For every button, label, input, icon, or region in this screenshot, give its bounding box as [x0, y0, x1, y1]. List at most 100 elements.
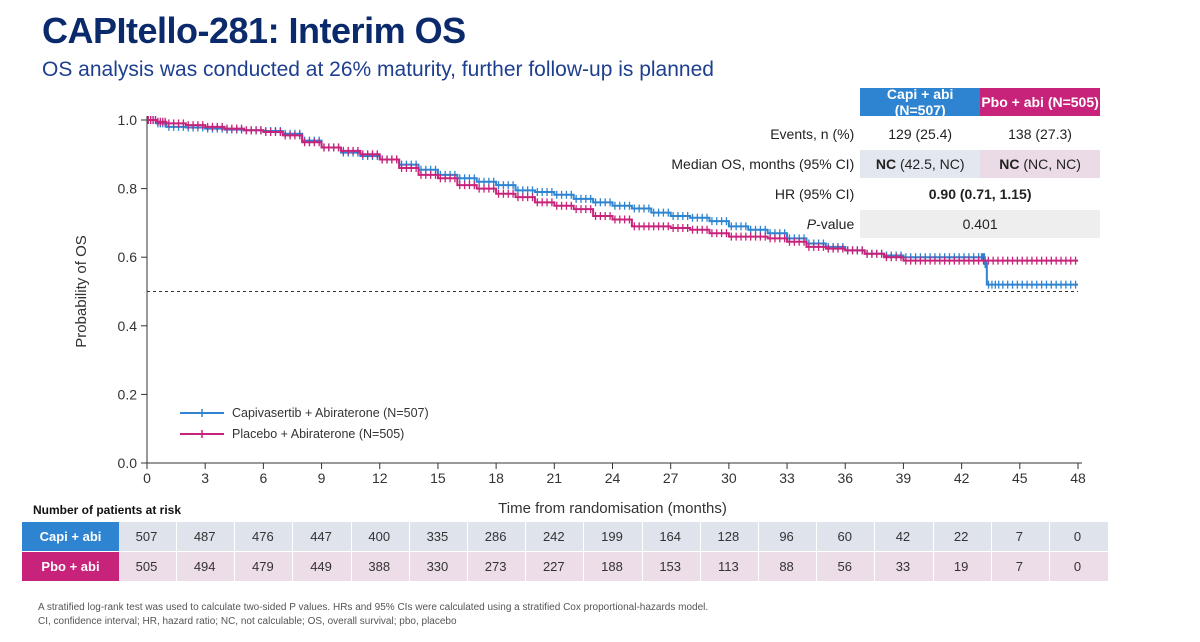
risk-cell: 505	[135, 559, 158, 574]
risk-cell-divider	[816, 522, 818, 551]
header-pbo: Pbo + abi (N=505)	[980, 88, 1100, 116]
p-label: P-value	[640, 216, 860, 232]
x-tick-label: 45	[1012, 470, 1028, 486]
risk-cell-divider	[583, 552, 585, 581]
risk-cell: 400	[368, 529, 391, 544]
risk-cell-divider	[350, 552, 352, 581]
risk-table-title: Number of patients at risk	[33, 503, 182, 517]
risk-cell-divider	[932, 552, 934, 581]
risk-cell: 199	[601, 529, 623, 544]
p-label-italic: P	[806, 216, 817, 232]
risk-cell-divider	[874, 522, 876, 551]
x-tick-label: 48	[1070, 470, 1086, 486]
risk-cell-divider	[525, 552, 527, 581]
risk-cell: 128	[717, 529, 740, 544]
hr-value: 0.90 (0.71, 1.15)	[928, 186, 1032, 202]
x-tick-label: 6	[259, 470, 267, 486]
risk-cell-divider	[234, 522, 236, 551]
risk-cell-divider	[1048, 552, 1050, 581]
x-tick-label: 9	[318, 470, 326, 486]
risk-cell: 0	[1073, 559, 1082, 574]
risk-cell: 0	[1073, 529, 1082, 544]
y-tick-label: 0.0	[118, 455, 138, 471]
y-tick-label: 0.6	[118, 249, 138, 265]
median-label: Median OS, months (95% CI)	[671, 156, 855, 172]
risk-cell-divider	[176, 552, 178, 581]
y-tick-label: 0.8	[118, 181, 138, 197]
risk-cell-divider	[292, 522, 294, 551]
risk-cell-divider	[176, 522, 178, 551]
risk-cell: 56	[837, 559, 852, 574]
risk-cell-divider	[583, 522, 585, 551]
p-value: 0.401	[860, 210, 1100, 238]
x-tick-label: 27	[663, 470, 679, 486]
risk-cell-divider	[699, 552, 701, 581]
x-tick-label: 18	[488, 470, 504, 486]
risk-cell-divider	[641, 522, 643, 551]
x-tick-label: 39	[896, 470, 912, 486]
risk-row-label: Pbo + abi	[22, 552, 119, 581]
x-tick-label: 0	[143, 470, 151, 486]
risk-cell: 113	[718, 559, 739, 574]
risk-cell: 164	[659, 529, 682, 544]
risk-cell: 487	[193, 529, 216, 544]
risk-row-pbo: Pbo + abi 505 494 479 449 388 330 273 227 188 153…	[22, 552, 1108, 581]
risk-cell-divider	[408, 552, 410, 581]
risk-cell: 42	[895, 529, 911, 544]
x-tick-label: 21	[547, 470, 563, 486]
risk-cell: 188	[601, 559, 623, 574]
risk-row-cells: 507 487 476 447 400 335 286 242 199 164 128 96 60 42 2…	[119, 522, 1108, 551]
risk-cell-divider	[1048, 522, 1050, 551]
risk-row-capi: Capi + abi 507 487 476 447 400 335 286 242 199 16…	[22, 522, 1108, 551]
risk-cell: 494	[193, 559, 216, 574]
risk-cell: 242	[542, 529, 565, 544]
hr-label: HR (95% CI)	[774, 186, 855, 202]
events-pbo: 138 (27.3)	[1008, 126, 1072, 142]
risk-cell-divider	[641, 552, 643, 581]
risk-cell: 335	[426, 529, 449, 544]
risk-cell: 227	[542, 559, 565, 574]
risk-cell: 476	[252, 529, 274, 544]
risk-cell: 507	[135, 529, 158, 544]
risk-cell-divider	[932, 522, 934, 551]
events-capi: 129 (25.4)	[888, 126, 953, 142]
x-tick-label: 42	[954, 470, 970, 486]
risk-cell-divider	[699, 522, 701, 551]
median-capi: NC (42.5, NC)	[860, 150, 981, 178]
risk-cell: 60	[837, 529, 852, 544]
risk-cell: 7	[1015, 529, 1023, 544]
page-title: CAPItello-281: Interim OS	[42, 10, 466, 51]
km-curve-pbo	[147, 119, 1078, 262]
risk-cell: 7	[1015, 559, 1023, 574]
median-capi-ci: (42.5, NC)	[896, 156, 965, 172]
risk-cell: 479	[252, 559, 274, 574]
risk-cell-divider	[757, 522, 759, 551]
risk-cell-divider	[408, 522, 410, 551]
stats-table: Capi + abi (N=507) Pbo + abi (N=505) Eve…	[640, 86, 1100, 240]
risk-row-cells: 505 494 479 449 388 330 273 227 188 153 113 88 56 33 1…	[119, 552, 1108, 581]
risk-cell-divider	[816, 552, 818, 581]
risk-cell: 153	[659, 559, 682, 574]
y-axis-title: Probability of OS	[73, 235, 90, 348]
footnote-abbreviations: CI, confidence interval; HR, hazard rati…	[38, 616, 457, 627]
median-capi-nc: NC	[875, 156, 897, 172]
legend-label-pbo: Placebo + Abiraterone (N=505)	[232, 427, 404, 441]
risk-cell-divider	[990, 552, 992, 581]
median-pbo: NC (NC, NC)	[980, 150, 1100, 178]
risk-cell: 449	[310, 559, 332, 574]
x-tick-label: 30	[721, 470, 737, 486]
median-pbo-ci: (NC, NC)	[1019, 156, 1081, 172]
risk-cell: 447	[310, 529, 332, 544]
risk-cell: 330	[426, 559, 449, 574]
risk-cell-divider	[467, 522, 469, 551]
header-capi: Capi + abi (N=507)	[860, 86, 981, 118]
risk-cell: 273	[484, 559, 507, 574]
risk-cell-divider	[234, 552, 236, 581]
risk-cell: 388	[368, 559, 391, 574]
events-label: Events, n (%)	[770, 126, 855, 142]
x-tick-label: 24	[605, 470, 621, 486]
risk-cell-divider	[990, 522, 992, 551]
page-subtitle: OS analysis was conducted at 26% maturit…	[42, 58, 714, 81]
x-tick-label: 36	[837, 470, 853, 486]
